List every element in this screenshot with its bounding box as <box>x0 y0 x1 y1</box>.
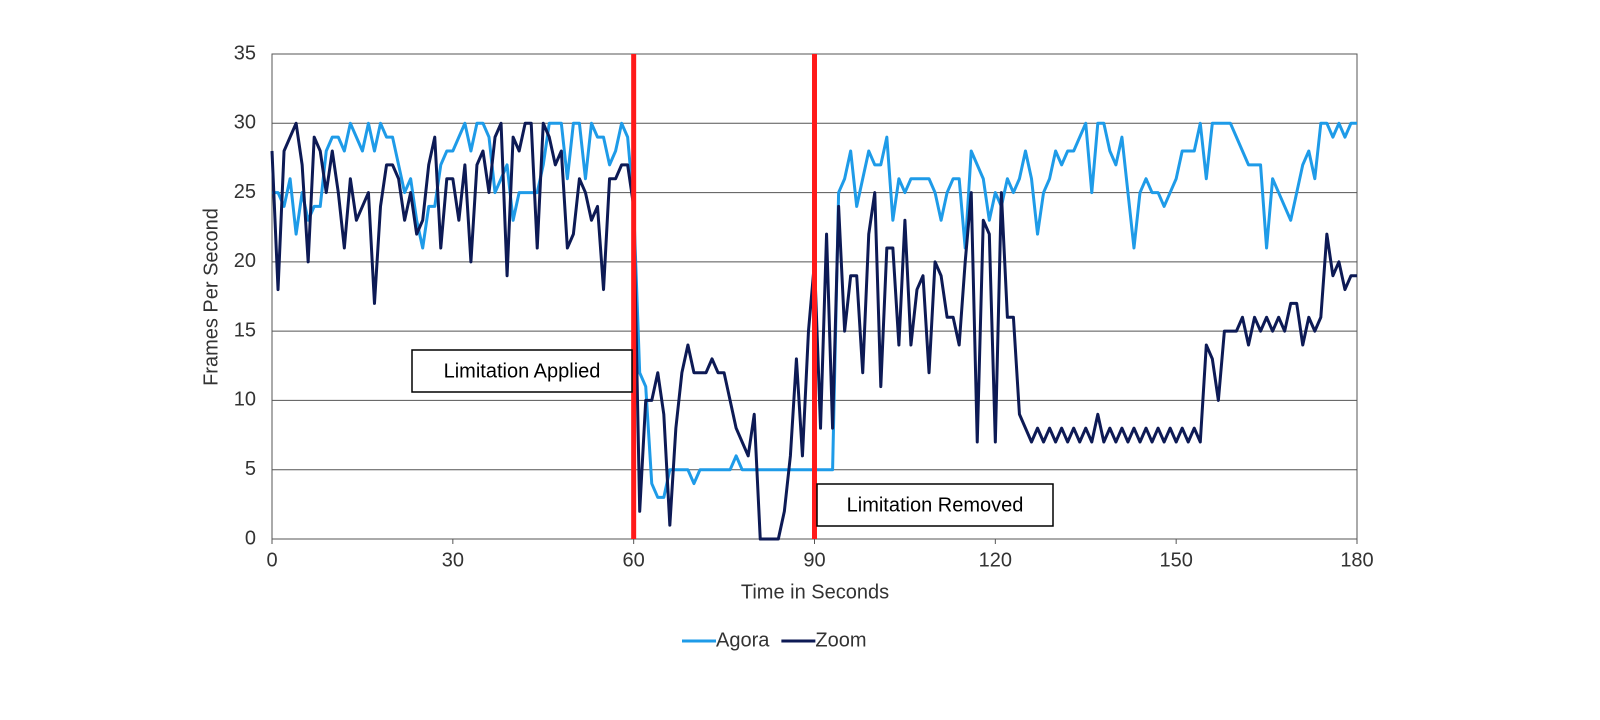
y-tick-label: 30 <box>234 112 256 134</box>
x-tick-label: 0 <box>266 549 277 571</box>
x-tick-label: 90 <box>803 549 825 571</box>
y-tick-label: 0 <box>245 527 256 549</box>
y-tick-label: 10 <box>234 389 256 411</box>
annotation-box <box>816 483 1054 527</box>
x-tick-label: 150 <box>1159 549 1192 571</box>
x-tick-label: 180 <box>1340 549 1373 571</box>
x-tick-label: 60 <box>623 549 645 571</box>
y-tick-label: 5 <box>245 458 256 480</box>
legend-label: Agora <box>716 629 770 651</box>
y-tick-label: 20 <box>234 250 256 272</box>
legend-label: Zoom <box>815 629 866 651</box>
y-tick-label: 35 <box>234 42 256 64</box>
x-axis-label: Time in Seconds <box>741 581 889 603</box>
annotation: Limitation Removed <box>847 494 1024 516</box>
y-tick-label: 25 <box>234 181 256 203</box>
y-tick-label: 15 <box>234 319 256 341</box>
annotation: Limitation Applied <box>444 360 601 382</box>
x-tick-label: 120 <box>979 549 1012 571</box>
x-tick-label: 30 <box>442 549 464 571</box>
y-axis-label: Frames Per Second <box>200 208 222 386</box>
annotation-box <box>411 349 633 393</box>
